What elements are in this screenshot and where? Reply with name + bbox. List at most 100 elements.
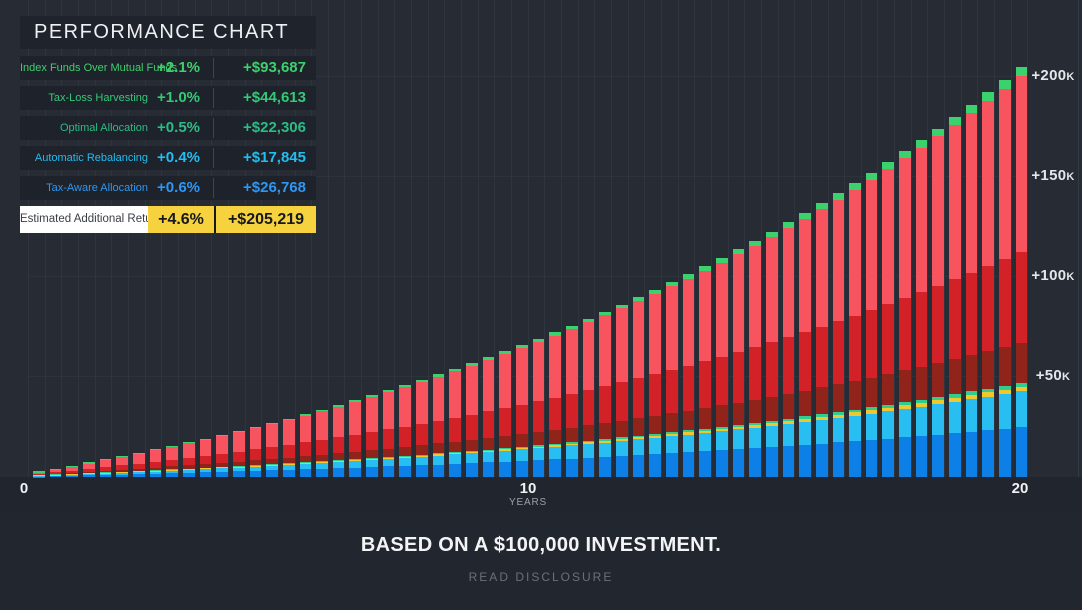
bar-segment-optimal-allocation (282, 457, 295, 464)
stacked-bar (532, 338, 545, 477)
bar-segment-index-funds-over-mutual-funds (549, 335, 561, 398)
stacked-bar (349, 400, 362, 477)
bar-segment-compounding-cap (599, 311, 611, 316)
bar-segment-optimal-allocation-teal-line (316, 461, 328, 462)
bar-segment-tax-loss-harvesting (932, 285, 945, 363)
bar-segment-automatic-rebalancing (166, 470, 178, 474)
bar-segment-optimal-allocation-highlight (349, 460, 362, 461)
bar-segment-automatic-rebalancing (82, 474, 95, 476)
bar-segment-tax-aware-allocation (566, 458, 578, 477)
bar-segment-automatic-rebalancing (615, 441, 628, 456)
bar-segment-optimal-allocation (832, 384, 845, 412)
bar-segment-compounding-cap (649, 289, 661, 294)
bar-segment-optimal-allocation-teal-line (832, 411, 845, 415)
stacked-bar (232, 430, 245, 477)
bar-segment-tax-loss-harvesting (399, 426, 412, 447)
bar-segment-optimal-allocation-teal-line (715, 426, 728, 429)
bar-segment-tax-aware-allocation (799, 444, 811, 477)
read-disclosure-link[interactable]: READ DISCLOSURE (468, 570, 614, 584)
bar-year-9.67 (494, 0, 512, 477)
bar-segment-optimal-allocation-highlight (599, 440, 611, 443)
page-title: PERFORMANCE CHART (20, 16, 316, 49)
bar-segment-tax-aware-allocation (732, 449, 745, 477)
bar-segment-optimal-allocation (116, 469, 128, 472)
bar-segment-automatic-rebalancing (282, 464, 295, 470)
bar-segment-compounding-cap (399, 385, 412, 388)
bar-segment-tax-aware-allocation (882, 438, 895, 477)
legend-row-percent: +1.0% (157, 89, 200, 106)
legend-rows: Index Funds Over Mutual Funds +2.1% +$93,6… (20, 56, 316, 200)
bar-segment-compounding-cap (865, 172, 878, 180)
bar-segment-compounding-cap (249, 426, 262, 429)
bar-segment-index-funds-over-mutual-funds (399, 387, 412, 427)
stacked-bar (549, 332, 561, 477)
bar-segment-optimal-allocation (382, 448, 395, 458)
bar-segment-index-funds-over-mutual-funds (132, 453, 145, 464)
bar-segment-optimal-allocation-highlight (582, 442, 595, 444)
bar-year-6.67 (344, 0, 362, 477)
bar-year-2.33 (127, 0, 145, 477)
bar-segment-optimal-allocation-highlight (765, 423, 778, 426)
bar-segment-automatic-rebalancing (999, 394, 1011, 429)
bar-year-7.00 (361, 0, 378, 477)
bar-segment-optimal-allocation-teal-line (282, 463, 295, 464)
bar-year-13.33 (677, 0, 695, 477)
bar-segment-tax-aware-allocation (116, 474, 128, 477)
bar-segment-compounding-cap (216, 434, 228, 436)
bar-segment-optimal-allocation (749, 399, 761, 423)
bar-segment-tax-loss-harvesting (482, 411, 495, 438)
stacked-bar (599, 311, 611, 477)
bar-segment-optimal-allocation (615, 420, 628, 438)
bar-segment-optimal-allocation-highlight (682, 432, 695, 435)
bar-segment-optimal-allocation-highlight (66, 474, 78, 476)
bar-segment-optimal-allocation (249, 460, 262, 466)
bar-segment-index-funds-over-mutual-funds (799, 218, 811, 333)
stacked-bar (49, 468, 62, 477)
bar-segment-compounding-cap (765, 231, 778, 237)
bar-segment-optimal-allocation-teal-line (349, 459, 362, 460)
bar-segment-tax-loss-harvesting (232, 451, 245, 462)
bar-segment-tax-loss-harvesting (466, 414, 478, 440)
bar-segment-tax-aware-allocation (649, 454, 661, 477)
bar-year-12.67 (644, 0, 661, 477)
footer-headline: BASED ON A $100,000 INVESTMENT. (360, 534, 722, 556)
bar-year-6.00 (311, 0, 328, 477)
bar-segment-compounding-cap (299, 414, 312, 416)
bar-segment-optimal-allocation (865, 377, 878, 408)
bar-segment-automatic-rebalancing (982, 396, 995, 431)
bar-segment-tax-loss-harvesting (332, 437, 345, 454)
bar-segment-compounding-cap (499, 351, 512, 355)
bar-segment-compounding-cap (632, 297, 645, 302)
bar-segment-optimal-allocation (199, 464, 212, 468)
bar-segment-tax-aware-allocation (632, 455, 645, 477)
bar-segment-optimal-allocation (516, 433, 528, 447)
bar-segment-optimal-allocation-teal-line (682, 430, 695, 433)
stacked-bar (99, 459, 112, 477)
bar-segment-tax-aware-allocation (765, 447, 778, 477)
bar-segment-tax-loss-harvesting (266, 447, 278, 460)
bar-segment-compounding-cap (33, 471, 45, 473)
bar-segment-optimal-allocation-teal-line (399, 455, 412, 457)
bar-segment-tax-aware-allocation (366, 467, 378, 477)
bar-segment-compounding-cap (615, 304, 628, 309)
bar-year-20.00 (1010, 0, 1028, 477)
bar-segment-optimal-allocation-highlight (132, 471, 145, 473)
bar-segment-optimal-allocation-highlight (216, 467, 228, 469)
bar-segment-optimal-allocation (366, 450, 378, 459)
bar-segment-index-funds-over-mutual-funds (216, 435, 228, 454)
bar-segment-optimal-allocation (182, 465, 195, 469)
bar-segment-optimal-allocation-teal-line (266, 464, 278, 465)
bar-segment-automatic-rebalancing (865, 413, 878, 440)
bar-segment-compounding-cap (732, 249, 745, 255)
bar-segment-optimal-allocation-teal-line (216, 466, 228, 468)
estimated-additional-return-row: Estimated Additional Return +4.6% +$205,… (20, 206, 316, 233)
bar-segment-index-funds-over-mutual-funds (649, 293, 661, 375)
bar-year-11.00 (561, 0, 578, 477)
bar-year-14.00 (710, 0, 728, 477)
bar-segment-optimal-allocation-teal-line (865, 407, 878, 411)
bar-segment-tax-aware-allocation (349, 467, 362, 477)
bar-segment-compounding-cap (899, 151, 911, 159)
bar-segment-optimal-allocation-highlight (882, 407, 895, 412)
legend-row-amount: +$22,306 (243, 119, 306, 136)
bar-segment-tax-loss-harvesting (316, 439, 328, 455)
